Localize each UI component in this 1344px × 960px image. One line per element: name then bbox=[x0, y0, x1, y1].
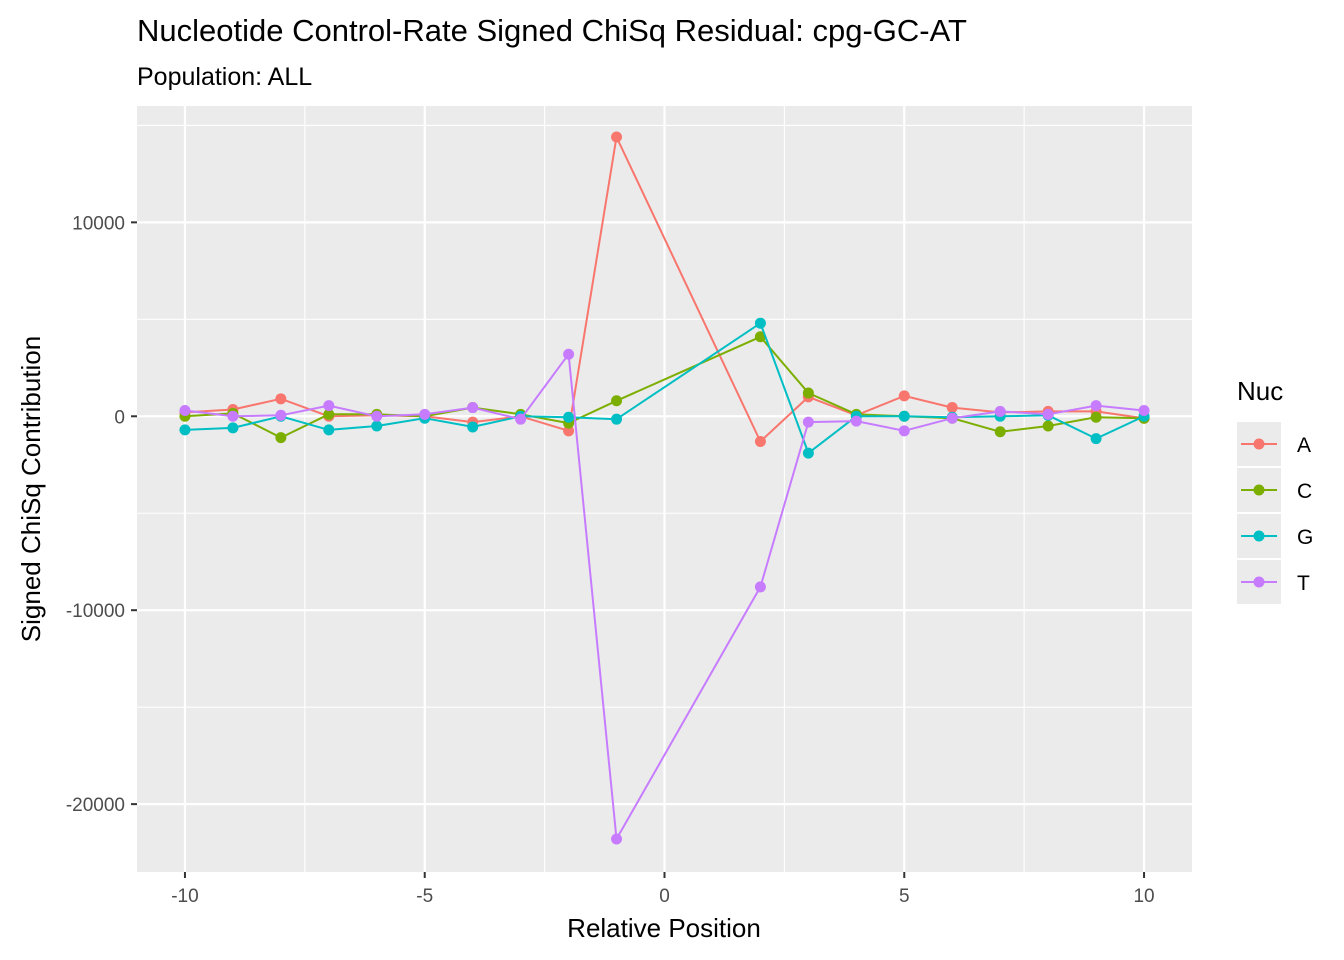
data-point-G bbox=[898, 410, 910, 422]
x-tick-label: 0 bbox=[659, 886, 670, 907]
data-point-G bbox=[227, 422, 239, 434]
x-tick-label: 5 bbox=[899, 886, 910, 907]
legend-item-A: A bbox=[1237, 422, 1311, 466]
x-tick-label: -5 bbox=[416, 886, 433, 907]
data-point-A bbox=[275, 393, 287, 405]
data-point-T bbox=[371, 410, 383, 422]
legend-key-point bbox=[1253, 530, 1265, 542]
data-point-A bbox=[898, 390, 910, 402]
y-tick-label: -20000 bbox=[66, 795, 125, 816]
data-point-T bbox=[323, 400, 335, 412]
data-point-C bbox=[802, 387, 814, 399]
legend-item-C: C bbox=[1237, 468, 1312, 512]
series-layer bbox=[179, 131, 1150, 845]
data-point-T bbox=[898, 425, 910, 437]
x-axis-title: Relative Position bbox=[567, 913, 761, 943]
y-tick-label: -10000 bbox=[66, 601, 125, 622]
data-point-G bbox=[323, 424, 335, 436]
data-point-T bbox=[802, 416, 814, 428]
data-point-G bbox=[802, 447, 814, 459]
chart-subtitle: Population: ALL bbox=[137, 63, 312, 91]
data-point-G bbox=[611, 413, 623, 425]
data-point-G bbox=[179, 424, 191, 436]
data-point-T bbox=[946, 412, 958, 424]
data-point-C bbox=[1090, 411, 1102, 423]
x-tick-label: 10 bbox=[1133, 886, 1154, 907]
data-point-C bbox=[1042, 420, 1054, 432]
data-point-T bbox=[515, 413, 527, 425]
data-point-T bbox=[1090, 400, 1102, 412]
data-point-T bbox=[850, 415, 862, 427]
data-point-T bbox=[179, 404, 191, 416]
data-point-T bbox=[754, 581, 766, 593]
legend-key-point bbox=[1253, 484, 1265, 496]
data-point-G bbox=[1090, 433, 1102, 445]
data-point-C bbox=[611, 395, 623, 407]
data-point-A bbox=[946, 402, 958, 414]
data-point-T bbox=[419, 408, 431, 420]
data-point-C bbox=[323, 408, 335, 420]
data-point-G bbox=[467, 421, 479, 433]
chart-title: Nucleotide Control-Rate Signed ChiSq Res… bbox=[137, 13, 967, 48]
data-point-T bbox=[563, 348, 575, 360]
legend-key-point bbox=[1253, 576, 1265, 588]
data-point-T bbox=[275, 409, 287, 421]
data-point-G bbox=[563, 411, 575, 423]
legend-title: Nuc bbox=[1237, 376, 1283, 406]
legend-item-T: T bbox=[1237, 560, 1310, 604]
y-axis-title: Signed ChiSq Contribution bbox=[16, 336, 46, 642]
legend-label: C bbox=[1297, 480, 1312, 503]
series-T bbox=[179, 348, 1150, 845]
x-tick-label: -10 bbox=[171, 886, 198, 907]
data-point-A bbox=[611, 131, 623, 143]
data-point-T bbox=[1042, 408, 1054, 420]
y-tick-label: 0 bbox=[114, 407, 125, 428]
legend-label: A bbox=[1297, 434, 1311, 457]
data-point-T bbox=[611, 833, 623, 845]
grid-major bbox=[137, 106, 1192, 872]
legend-item-G: G bbox=[1237, 514, 1313, 558]
legend-label: T bbox=[1297, 572, 1310, 595]
data-point-G bbox=[754, 317, 766, 329]
legend-label: G bbox=[1297, 526, 1313, 549]
x-axis-ticks: -10 -5 0 5 10 bbox=[171, 872, 1155, 907]
data-point-A bbox=[563, 425, 575, 437]
data-point-C bbox=[754, 331, 766, 343]
data-point-T bbox=[227, 410, 239, 422]
data-point-A bbox=[754, 435, 766, 447]
y-tick-label: 10000 bbox=[72, 213, 125, 234]
data-point-T bbox=[467, 402, 479, 414]
legend-key-point bbox=[1253, 438, 1265, 450]
y-axis-ticks: -20000 -10000 0 10000 bbox=[66, 213, 137, 816]
data-point-C bbox=[275, 432, 287, 444]
data-point-T bbox=[1138, 404, 1150, 416]
data-point-T bbox=[994, 405, 1006, 417]
data-point-G bbox=[371, 420, 383, 432]
data-point-C bbox=[994, 426, 1006, 438]
